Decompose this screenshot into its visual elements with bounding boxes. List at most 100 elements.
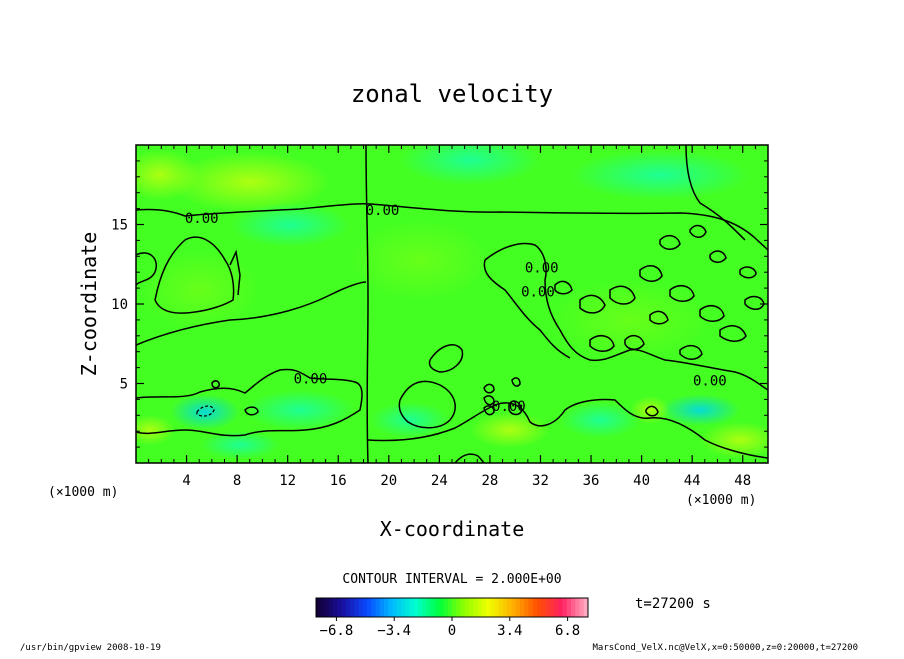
colorbar-cell: [447, 598, 453, 617]
y-tick-label: 10: [111, 297, 128, 313]
y-tick-label: 5: [120, 377, 128, 393]
colorbar-cell: [571, 598, 576, 617]
colorbar-cell: [405, 598, 410, 617]
contour-right-plume: [484, 242, 768, 391]
colorbar-cell: [456, 598, 461, 617]
contour-right-cluster-3: [639, 265, 663, 282]
x-tick-label: 4: [182, 473, 190, 489]
y-tick-label: 15: [111, 218, 128, 234]
contour-bottom-tiny: [454, 453, 485, 463]
contour-labels: 0.00 0.00 0.00 0.00 0.00 0.00 0.00: [185, 203, 727, 415]
colorbar-cell: [345, 598, 351, 617]
colorbar-cell: [562, 598, 568, 617]
time-label: t=27200 s: [635, 596, 711, 612]
colorbar-cell: [430, 598, 436, 617]
contour-small-f: [511, 377, 521, 387]
colorbar-cell: [494, 598, 500, 617]
colorbar-tick-label: 0: [448, 623, 456, 639]
contour-right-cluster-13: [679, 344, 703, 360]
dashed-contour: [196, 405, 215, 417]
colorbar-cell: [362, 598, 368, 617]
colorbar-cell: [507, 598, 512, 617]
colorbar-cell: [473, 598, 478, 617]
contour-left-loop: [136, 252, 157, 286]
colorbar-cell: [464, 598, 470, 617]
colorbar-cell: [515, 598, 521, 617]
colorbar-cell: [486, 598, 491, 617]
colorbar-cell: [503, 598, 508, 617]
colorbar-cell: [549, 598, 555, 617]
colorbar-ticks: −6.8 −3.4 0 3.4 6.8: [320, 617, 580, 639]
x-tick-label: 24: [431, 473, 448, 489]
contour-left-dome: [154, 236, 235, 314]
colorbar-cell: [392, 598, 398, 617]
contour-upper: [136, 203, 768, 251]
colorbar-cell: [554, 598, 559, 617]
contour-label: 0.00: [185, 211, 219, 227]
plot-area: 0.00 0.00 0.00 0.00 0.00 0.00 0.00: [136, 145, 768, 463]
x-tick-label: 40: [633, 473, 650, 489]
colorbar-cell: [481, 598, 487, 617]
colorbar-cell: [413, 598, 419, 617]
colorbar-cell: [579, 598, 585, 617]
contour-right-cluster-5: [699, 305, 725, 322]
contour-label: 0.00: [492, 399, 526, 415]
contour-small-b: [483, 383, 495, 394]
colorbar-cell: [498, 598, 504, 617]
chart-title: zonal velocity: [351, 80, 553, 108]
contour-right-cluster-12: [624, 334, 645, 350]
footer-left: /usr/bin/gpview 2008-10-19: [20, 643, 161, 653]
colorbar-cell: [358, 598, 364, 617]
contour-right-cluster-15: [649, 310, 669, 325]
colorbar-cell: [316, 598, 321, 617]
colorbar-cell: [558, 598, 563, 617]
colorbar-cell: [439, 598, 444, 617]
colorbar-cell: [452, 598, 457, 617]
contour-right-cluster-2: [609, 285, 636, 305]
colorbar-cell: [537, 598, 542, 617]
colorbar-cell: [566, 598, 572, 617]
colorbar-cell: [541, 598, 546, 617]
x-tick-label: 8: [233, 473, 241, 489]
colorbar-cell: [375, 598, 381, 617]
colorbar-cell: [532, 598, 538, 617]
zero-contours: [136, 145, 768, 463]
colorbar-cell: [367, 598, 372, 617]
y-axis-label: Z-coordinate: [77, 232, 101, 377]
contour-interval: CONTOUR INTERVAL = 2.000E+00: [342, 572, 561, 587]
contour-right-cluster-4: [669, 285, 695, 302]
colorbar-cell: [477, 598, 483, 617]
x-tick-label: 20: [380, 473, 397, 489]
x-tick-label: 44: [684, 473, 701, 489]
x-tick-label: 12: [279, 473, 296, 489]
x-tick-label: 32: [532, 473, 549, 489]
colorbar-cell: [575, 598, 580, 617]
colorbar-tick-label: −6.8: [320, 623, 354, 639]
contour-right-plume-2: [483, 259, 571, 359]
colorbar-cell: [396, 598, 402, 617]
contour-bottom-left: [136, 368, 363, 437]
colorbar-tick-label: −3.4: [377, 623, 411, 639]
colorbar-cell: [490, 598, 495, 617]
contour-small-d: [483, 405, 495, 416]
contour-small-c: [483, 395, 495, 406]
colorbar-tick-label: 3.4: [497, 623, 522, 639]
colorbar-cell: [341, 598, 347, 617]
colorbar-cell: [528, 598, 534, 617]
contour-label: 0.00: [521, 284, 555, 300]
colorbar-cell: [320, 598, 325, 617]
contour-middle-loop: [398, 380, 456, 429]
colorbar-cell: [371, 598, 376, 617]
contour-right-cluster-8: [659, 234, 681, 250]
colorbar-cell: [418, 598, 423, 617]
contour-right-cluster-10: [709, 250, 727, 263]
contour-label: 0.00: [525, 260, 559, 276]
colorbar-cell: [401, 598, 406, 617]
x-tick-label: 48: [734, 473, 751, 489]
colorbar-cell: [388, 598, 393, 617]
contour-right-cluster-11: [589, 335, 615, 352]
colorbar-cell: [350, 598, 355, 617]
